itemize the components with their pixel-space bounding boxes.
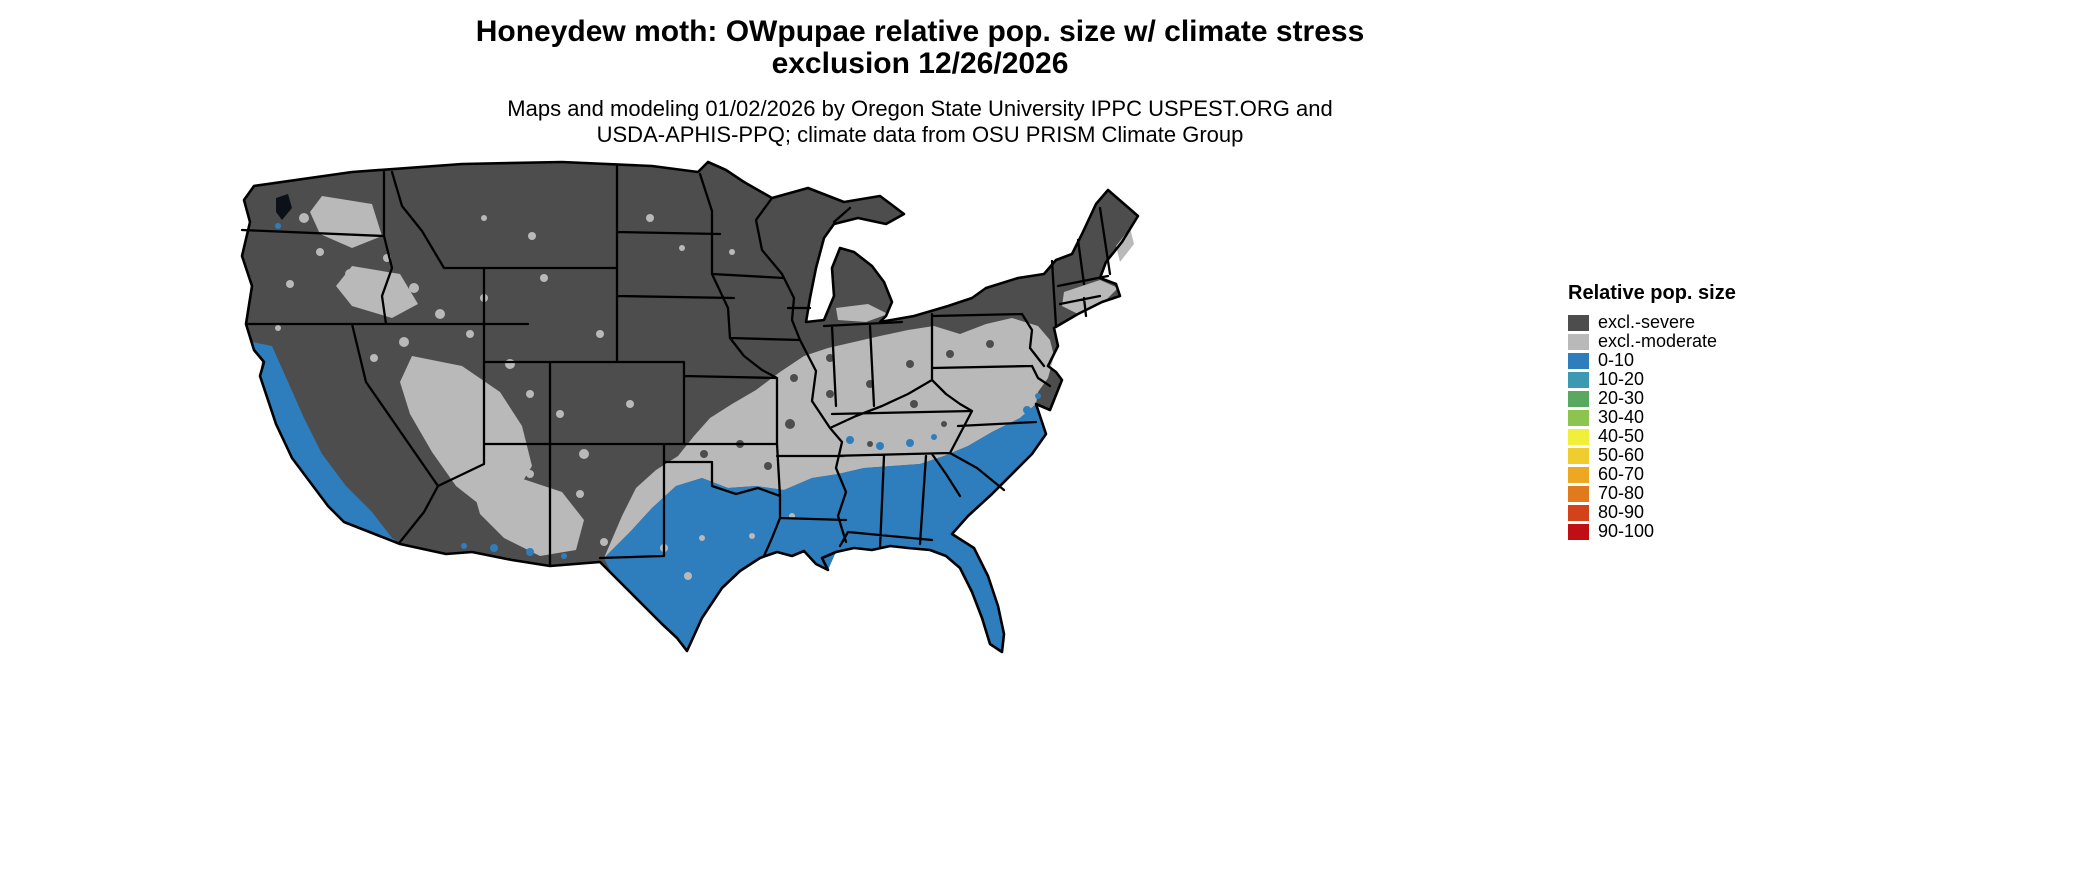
state-borders bbox=[240, 164, 1112, 568]
legend-swatch bbox=[1568, 371, 1589, 388]
legend-item: 30-40 bbox=[1568, 407, 1736, 427]
legend-item-label: 60-70 bbox=[1598, 464, 1645, 484]
legend-swatch bbox=[1568, 428, 1589, 445]
region-low-california bbox=[252, 342, 398, 542]
legend-item: 20-30 bbox=[1568, 388, 1736, 408]
legend-swatch bbox=[1568, 504, 1589, 521]
legend-item-label: 10-20 bbox=[1598, 369, 1645, 389]
us-map bbox=[240, 160, 1140, 654]
legend-swatch bbox=[1568, 409, 1589, 426]
legend-item: 80-90 bbox=[1568, 502, 1736, 522]
map-title-line1: Honeydew moth: OWpupae relative pop. siz… bbox=[475, 15, 1365, 48]
legend-swatch bbox=[1568, 352, 1589, 369]
legend-item: 90-100 bbox=[1568, 521, 1736, 541]
legend-item-label: 90-100 bbox=[1598, 521, 1655, 541]
legend-title: Relative pop. size bbox=[1568, 282, 1736, 304]
legend-swatch bbox=[1568, 390, 1589, 407]
legend-swatch bbox=[1568, 333, 1589, 350]
map-subtitle-line1: Maps and modeling 01/02/2026 by Oregon S… bbox=[507, 96, 1333, 121]
region-low-pop bbox=[252, 342, 1046, 652]
legend-item: 70-80 bbox=[1568, 483, 1736, 503]
moderate-patch bbox=[1116, 228, 1134, 262]
legend: Relative pop. size excl.-severe excl.-mod… bbox=[1568, 282, 1736, 542]
map-title-line2: exclusion 12/26/2026 bbox=[771, 47, 1069, 80]
map-area bbox=[232, 156, 1157, 671]
region-low-south bbox=[604, 404, 1046, 652]
region-excluded-moderate-patches bbox=[310, 196, 1134, 556]
us-outline bbox=[240, 160, 1140, 654]
legend-swatch bbox=[1568, 466, 1589, 483]
legend-item: 0-10 bbox=[1568, 350, 1736, 370]
legend-item: 40-50 bbox=[1568, 426, 1736, 446]
puget-sound bbox=[276, 194, 292, 220]
legend-item-label: 50-60 bbox=[1598, 445, 1645, 465]
legend-swatch bbox=[1568, 485, 1589, 502]
legend-item: 50-60 bbox=[1568, 445, 1736, 465]
legend-item-label: 40-50 bbox=[1598, 426, 1645, 446]
legend-swatch bbox=[1568, 314, 1589, 331]
map-subtitle-line2: USDA-APHIS-PPQ; climate data from OSU PR… bbox=[596, 122, 1244, 147]
moderate-patch bbox=[472, 478, 584, 556]
region-excluded-moderate-band bbox=[604, 318, 1054, 558]
legend-item: 10-20 bbox=[1568, 369, 1736, 389]
moderate-patch bbox=[400, 356, 532, 508]
legend-item-label: 70-80 bbox=[1598, 483, 1645, 503]
legend-item-label: 0-10 bbox=[1598, 350, 1635, 370]
map-subtitle: Maps and modeling 01/02/2026 by Oregon S… bbox=[0, 96, 1840, 148]
legend-item-label: excl.-moderate bbox=[1598, 331, 1718, 351]
legend-item: excl.-moderate bbox=[1568, 331, 1736, 351]
legend-swatch bbox=[1568, 447, 1589, 464]
legend-swatch bbox=[1568, 523, 1589, 540]
legend-item-label: 30-40 bbox=[1598, 407, 1645, 427]
legend-item: excl.-severe bbox=[1568, 312, 1736, 332]
legend-item: 60-70 bbox=[1568, 464, 1736, 484]
moderate-patch bbox=[336, 266, 418, 318]
legend-item-label: excl.-severe bbox=[1598, 312, 1696, 332]
moderate-patch bbox=[836, 304, 888, 322]
legend-items: excl.-severe excl.-moderate 0-10 10-20 20-30… bbox=[1568, 312, 1736, 541]
legend-item-label: 80-90 bbox=[1598, 502, 1645, 522]
header: Honeydew moth: OWpupae relative pop. siz… bbox=[0, 16, 1840, 148]
legend-item-label: 20-30 bbox=[1598, 388, 1645, 408]
